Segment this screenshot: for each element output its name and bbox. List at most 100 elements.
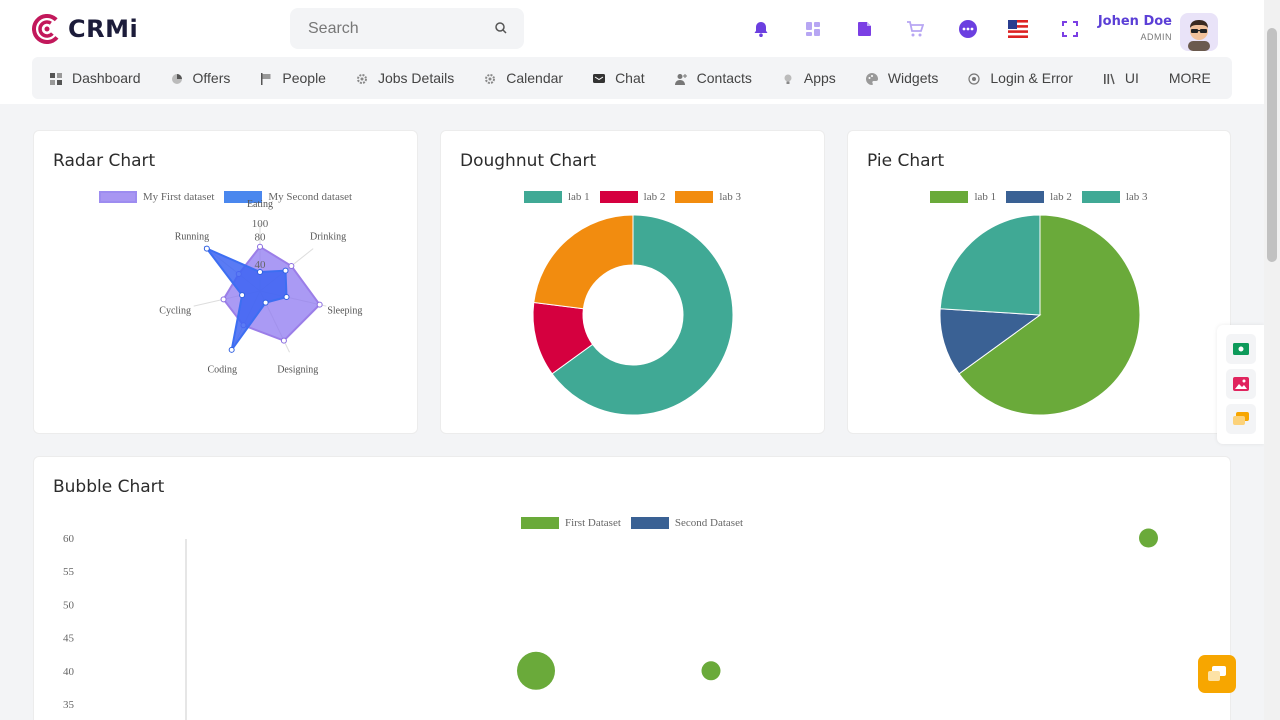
nav-item-apps[interactable]: Apps bbox=[782, 70, 836, 86]
legend-item[interactable]: My First dataset bbox=[98, 191, 214, 203]
legend-item[interactable]: First Dataset bbox=[520, 517, 621, 529]
bubble-chart-title: Bubble Chart bbox=[53, 477, 165, 497]
y-tick-label: 55 bbox=[63, 566, 75, 578]
user-plus-icon bbox=[674, 72, 687, 85]
nav-item-offers[interactable]: Offers bbox=[171, 70, 230, 86]
nav-item-label: MORE bbox=[1168, 70, 1211, 86]
legend-item[interactable]: lab 1 bbox=[523, 191, 590, 203]
bubble-point[interactable] bbox=[1139, 528, 1158, 548]
slice-lab-2[interactable] bbox=[939, 308, 1042, 375]
logo-icon bbox=[32, 14, 62, 44]
bell-icon[interactable] bbox=[751, 19, 771, 39]
radar-point[interactable] bbox=[282, 267, 289, 274]
legend-swatch bbox=[675, 191, 714, 203]
nav-item-contacts[interactable]: Contacts bbox=[674, 70, 752, 86]
bubble-point[interactable] bbox=[701, 661, 721, 681]
nav-item-chat[interactable]: Chat bbox=[593, 70, 645, 86]
bubble-chart: 60 55 50 45 40 35 bbox=[63, 528, 1158, 720]
scrollbar-thumb[interactable] bbox=[1267, 28, 1277, 262]
nav-item-ui[interactable]: UI bbox=[1103, 70, 1139, 86]
pie-legend: lab 1 lab 2 lab 3 bbox=[848, 191, 1230, 203]
radar-point[interactable] bbox=[257, 268, 263, 275]
legend-item[interactable]: lab 1 bbox=[930, 191, 996, 203]
legend-label: lab 3 bbox=[1125, 191, 1148, 203]
nav-item-people[interactable]: People bbox=[260, 70, 326, 86]
doughnut-chart bbox=[532, 214, 734, 416]
palette-icon bbox=[865, 72, 878, 85]
page-scrollbar[interactable] bbox=[1264, 0, 1280, 720]
doughnut-legend: lab 1 lab 2 lab 3 bbox=[441, 191, 824, 203]
radar-legend: My First dataset My Second dataset bbox=[34, 191, 417, 203]
radar-point[interactable] bbox=[262, 299, 269, 306]
logo[interactable]: CRMi bbox=[32, 14, 138, 44]
nav-item-login-error[interactable]: Login & Error bbox=[968, 70, 1073, 86]
logo-text: CRMi bbox=[68, 15, 139, 43]
search-input[interactable] bbox=[308, 19, 478, 38]
pie-chart-card: Pie Chart lab 1 lab 2 lab 3 bbox=[847, 130, 1231, 434]
radar-axis-label: Running bbox=[175, 232, 209, 243]
radar-axis-label: Eating bbox=[247, 199, 273, 210]
legend-swatch bbox=[930, 191, 969, 203]
nav-item-widgets[interactable]: Widgets bbox=[865, 70, 938, 86]
nav-item-jobs-details[interactable]: Jobs Details bbox=[356, 70, 454, 86]
nav-item-label: Apps bbox=[803, 70, 836, 86]
radar-axis-label: Drinking bbox=[310, 232, 346, 243]
radar-point[interactable] bbox=[203, 245, 210, 252]
radar-axis-label: Sleeping bbox=[327, 305, 362, 316]
legend-item[interactable]: lab 3 bbox=[675, 191, 741, 203]
y-tick-label: 50 bbox=[63, 599, 75, 611]
cash-icon[interactable] bbox=[1226, 334, 1256, 364]
search-icon[interactable] bbox=[494, 21, 508, 35]
layout-icon[interactable] bbox=[803, 19, 823, 39]
legend-swatch bbox=[98, 191, 137, 203]
gear-icon bbox=[484, 72, 496, 84]
nav-item-dashboard[interactable]: Dashboard bbox=[50, 70, 141, 86]
y-tick-label: 35 bbox=[63, 699, 75, 711]
note-icon[interactable] bbox=[855, 19, 875, 39]
cart-icon[interactable] bbox=[905, 19, 925, 39]
messages-icon[interactable] bbox=[1226, 404, 1256, 434]
bubble-point[interactable] bbox=[517, 651, 555, 690]
slice-lab-3[interactable] bbox=[939, 214, 1041, 316]
pie-chart bbox=[939, 214, 1141, 416]
legend-swatch bbox=[630, 517, 669, 529]
chat-launcher-button[interactable] bbox=[1198, 655, 1236, 693]
top-header: CRMi Johen Doe ADMIN bbox=[0, 0, 1264, 104]
radar-point[interactable] bbox=[220, 296, 227, 303]
legend-swatch bbox=[523, 191, 562, 203]
legend-item[interactable]: lab 3 bbox=[1081, 191, 1148, 203]
us-flag-icon[interactable] bbox=[1008, 19, 1028, 39]
avatar[interactable] bbox=[1180, 13, 1218, 51]
message-icon bbox=[593, 72, 606, 84]
nav-item-more[interactable]: MORE bbox=[1169, 70, 1211, 86]
legend-item[interactable]: lab 2 bbox=[599, 191, 665, 203]
nav-item-calendar[interactable]: Calendar bbox=[484, 70, 563, 86]
legend-item[interactable]: lab 2 bbox=[1006, 191, 1072, 203]
radar-point[interactable] bbox=[316, 301, 323, 308]
legend-item[interactable]: Second Dataset bbox=[630, 517, 743, 529]
chat-bubble-icon[interactable] bbox=[958, 19, 978, 39]
side-quick-panel bbox=[1217, 325, 1264, 444]
legend-label: lab 2 bbox=[1050, 191, 1072, 203]
nav-item-label: Calendar bbox=[506, 70, 564, 86]
radar-point[interactable] bbox=[283, 294, 290, 301]
radar-point[interactable] bbox=[239, 292, 246, 299]
fullscreen-icon[interactable] bbox=[1060, 19, 1080, 39]
nav-item-label: Chat bbox=[615, 70, 645, 86]
legend-item[interactable]: My Second dataset bbox=[224, 191, 352, 203]
radar-point[interactable] bbox=[257, 243, 263, 250]
image-icon[interactable] bbox=[1226, 369, 1256, 399]
slice-lab-3[interactable] bbox=[533, 214, 634, 310]
user-role: ADMIN bbox=[1140, 32, 1172, 42]
radar-point[interactable] bbox=[228, 346, 235, 353]
legend-swatch bbox=[224, 191, 263, 203]
legend-swatch bbox=[1006, 191, 1045, 203]
slice-lab-1[interactable] bbox=[551, 214, 734, 416]
slice-lab-1[interactable] bbox=[958, 214, 1141, 416]
y-tick-label: 60 bbox=[63, 533, 75, 545]
radar-point[interactable] bbox=[280, 337, 287, 344]
legend-swatch bbox=[520, 517, 559, 529]
radar-axis-label: Coding bbox=[208, 364, 237, 375]
radar-point[interactable] bbox=[288, 262, 295, 269]
user-info[interactable]: Johen Doe ADMIN bbox=[1096, 14, 1172, 42]
